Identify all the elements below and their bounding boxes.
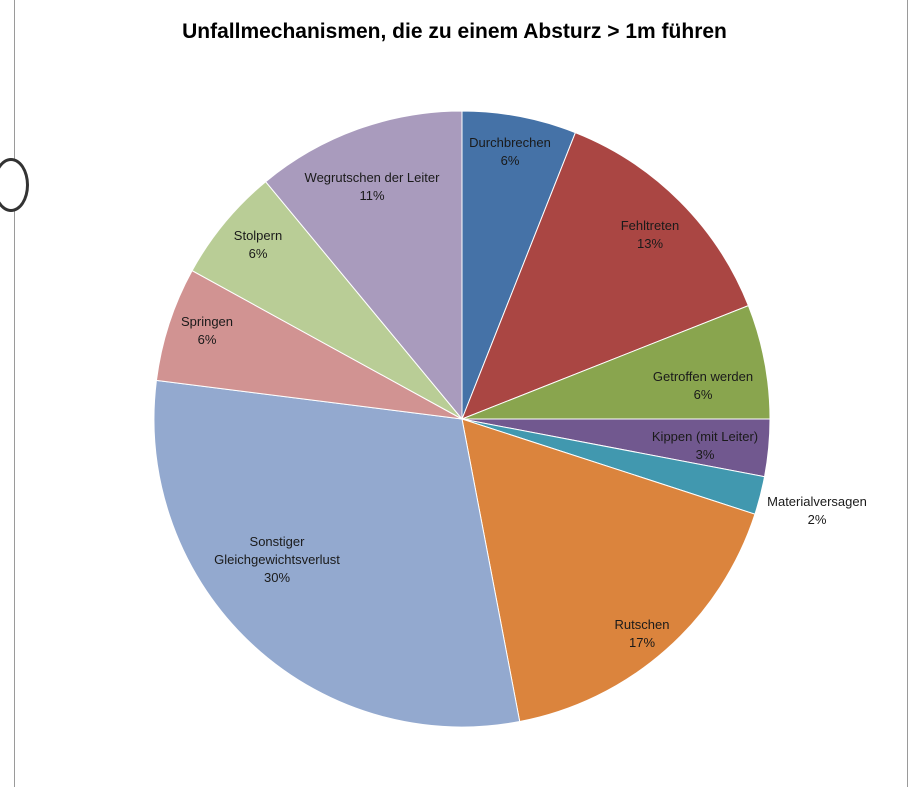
data-label-springen: Springen 6% (181, 314, 233, 347)
data-label-durchbrechen: Durchbrechen 6% (469, 135, 551, 168)
pie-slice-wegrutschen-der-leiter (264, 110, 463, 421)
data-label-sonstiger-gleichgewichtsverlust: Sonstiger Gleichgewichtsverlust 30% (214, 534, 340, 585)
chart-title: Unfallmechanismen, die zu einem Absturz … (182, 20, 727, 43)
data-label-getroffen-werden: Getroffen werden 6% (653, 369, 753, 402)
data-label-rutschen: Rutschen 17% (615, 617, 670, 650)
data-label-fehltreten: Fehltreten 13% (621, 218, 680, 251)
data-label-wegrutschen-der-leiter: Wegrutschen der Leiter 11% (305, 170, 441, 203)
edge-circle-decoration (0, 158, 29, 212)
pie-slice-fehltreten (461, 131, 750, 420)
data-label-stolpern: Stolpern 6% (234, 228, 282, 261)
pie-slice-sonstiger-gleichgewichtsverlust (153, 379, 521, 728)
pie-slice-rutschen (461, 418, 756, 723)
data-label-materialversagen: Materialversagen 2% (767, 494, 867, 527)
data-label-kippen-mit-leiter: Kippen (mit Leiter) 3% (652, 429, 758, 462)
